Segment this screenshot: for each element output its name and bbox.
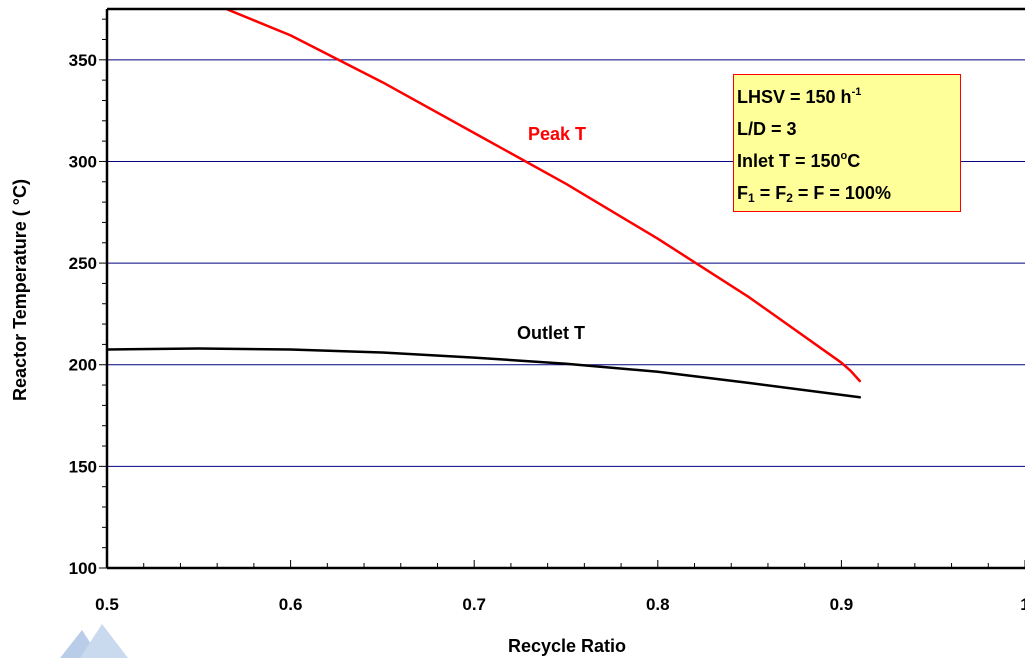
x-tick-label: 0.5: [95, 595, 119, 614]
plot-frame: [105, 7, 1025, 570]
outlet-series-label: Outlet T: [517, 323, 585, 343]
y-tick-label: 300: [69, 152, 97, 171]
peak-series-label: Peak T: [528, 124, 586, 144]
f-sub-2: 2: [786, 191, 793, 205]
y-axis-title: Reactor Temperature ( °C): [10, 179, 30, 401]
x-tick-label: 0.6: [279, 595, 303, 614]
y-tick-label: 350: [69, 51, 97, 70]
lhsv-line: LHSV = 150 h-1: [737, 81, 960, 113]
f-text-a: F: [737, 183, 748, 203]
x-tick-label: 0.8: [646, 595, 670, 614]
ld-text: L/D = 3: [737, 119, 797, 139]
degree-symbol: o: [840, 150, 848, 162]
f-sub-1: 1: [748, 191, 755, 205]
logo-icon: [60, 624, 128, 658]
inlet-line: Inlet T = 150oC: [737, 145, 960, 177]
x-tick-label: 0.7: [462, 595, 486, 614]
x-tick-label: 1: [1020, 595, 1025, 614]
y-tick-label: 100: [69, 559, 97, 578]
f-text-c: = F = 100%: [792, 183, 891, 203]
inlet-text: Inlet T = 150: [737, 151, 841, 171]
lhsv-text: LHSV = 150 h: [737, 87, 852, 107]
f-text-b: = F: [754, 183, 787, 203]
series-line-peak-t: [225, 7, 862, 383]
f-line: F1 = F2 = F = 100%: [737, 177, 960, 209]
lhsv-exponent: -1: [851, 86, 862, 98]
x-axis-title: Recycle Ratio: [508, 636, 626, 656]
series-lines: [105, 7, 862, 399]
x-tick-label: 0.9: [830, 595, 854, 614]
series-line-outlet-t: [105, 347, 862, 399]
y-tick-label: 150: [69, 457, 97, 476]
parameters-box: LHSV = 150 h-1 L/D = 3 Inlet T = 150oC F…: [733, 74, 961, 212]
y-tick-label: 250: [69, 254, 97, 273]
inlet-unit: C: [847, 151, 861, 171]
ld-line: L/D = 3: [737, 113, 960, 145]
tick-labels: 100 150 200 250 300 350 0.5 0.6 0.7 0.8 0.9 1: [69, 51, 1025, 614]
y-tick-label: 200: [69, 356, 97, 375]
